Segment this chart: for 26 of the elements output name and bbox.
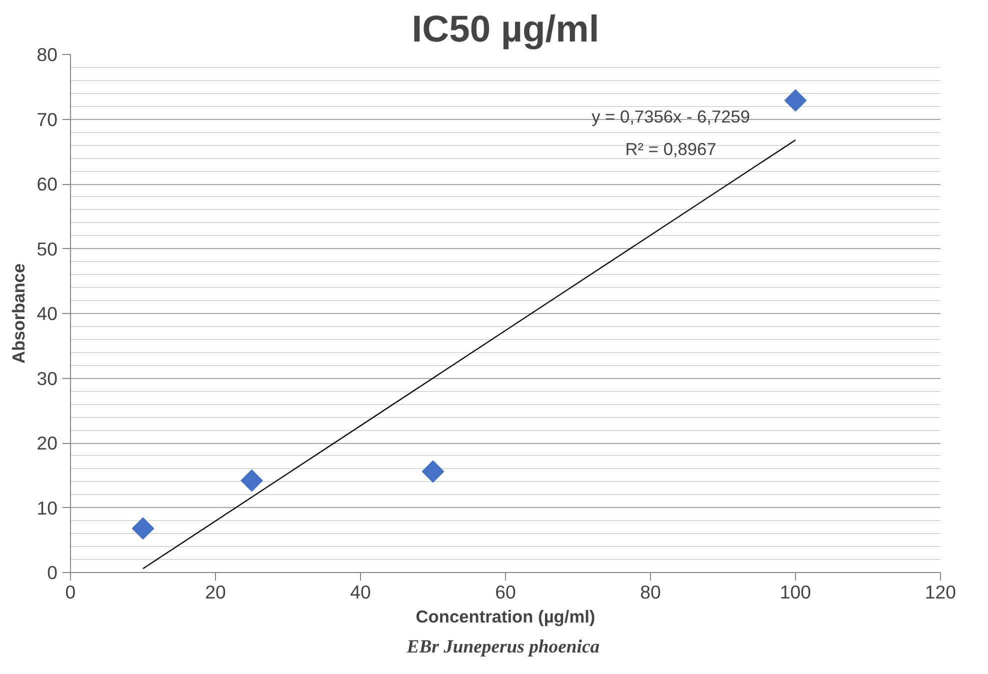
x-tick-label: 60	[495, 582, 516, 602]
y-tick-label: 70	[36, 108, 58, 130]
point	[784, 89, 807, 112]
point	[422, 460, 444, 483]
y-tick-label: 40	[36, 303, 58, 324]
y-tick-label: 60	[36, 174, 58, 194]
chart-title: IC50 µg/ml	[412, 8, 600, 50]
y-tick-label: 80	[36, 44, 58, 65]
x-tick-label: 100	[780, 582, 812, 602]
y-axis-title: Absorbance	[8, 263, 29, 364]
x-tick-label: 80	[640, 582, 661, 602]
x-axis-title: Concentration (µg/ml)	[416, 606, 596, 626]
annotation: R² = 0,8967	[625, 138, 716, 159]
y-tick-label: 30	[36, 368, 58, 389]
y-tick-label: 20	[36, 432, 58, 454]
x-tick-label: 40	[350, 582, 371, 602]
y-tick-label: 50	[36, 238, 58, 260]
x-tick-label: 0	[65, 582, 76, 602]
text: EBr Juneperus phoenica	[406, 636, 600, 658]
y-tick-label: 10	[36, 497, 58, 518]
point	[240, 469, 263, 492]
annotation: y = 0,7356x - 6,7259	[592, 106, 750, 127]
y-tick-label: 0	[47, 562, 58, 583]
point	[132, 517, 154, 540]
x-tick-label: 120	[924, 582, 956, 602]
x-tick-label: 20	[205, 582, 226, 602]
